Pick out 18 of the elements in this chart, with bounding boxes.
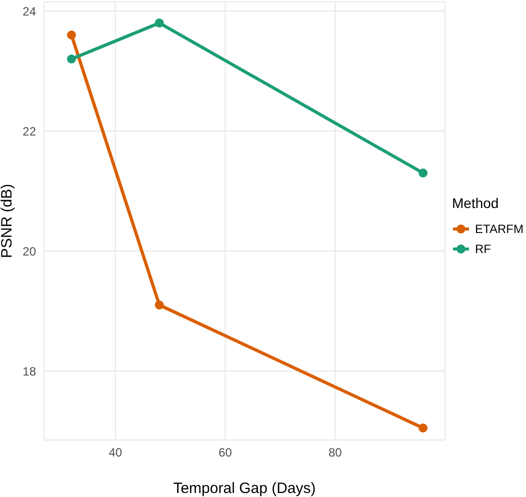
- point: [418, 424, 428, 432]
- legend-label: ETARFM: [475, 222, 524, 236]
- y-axis-title: PSNR (dB): [0, 184, 16, 258]
- x-tick-label: 80: [328, 446, 342, 460]
- point: [66, 30, 76, 40]
- y-tick-label: 24: [22, 4, 36, 18]
- legend-label: RF: [475, 242, 491, 256]
- point: [418, 168, 428, 178]
- y-tick-label: 20: [22, 244, 36, 258]
- x-tick-label: 40: [108, 446, 122, 460]
- point: [154, 18, 164, 28]
- x-tick-label: 60: [218, 446, 232, 460]
- y-tick-label: 18: [22, 364, 36, 378]
- y-tick-label: 22: [22, 124, 36, 138]
- point: [66, 54, 76, 64]
- legend-title: Method: [452, 195, 500, 211]
- point: [154, 300, 164, 310]
- x-axis-title: Temporal Gap (Days): [173, 480, 316, 497]
